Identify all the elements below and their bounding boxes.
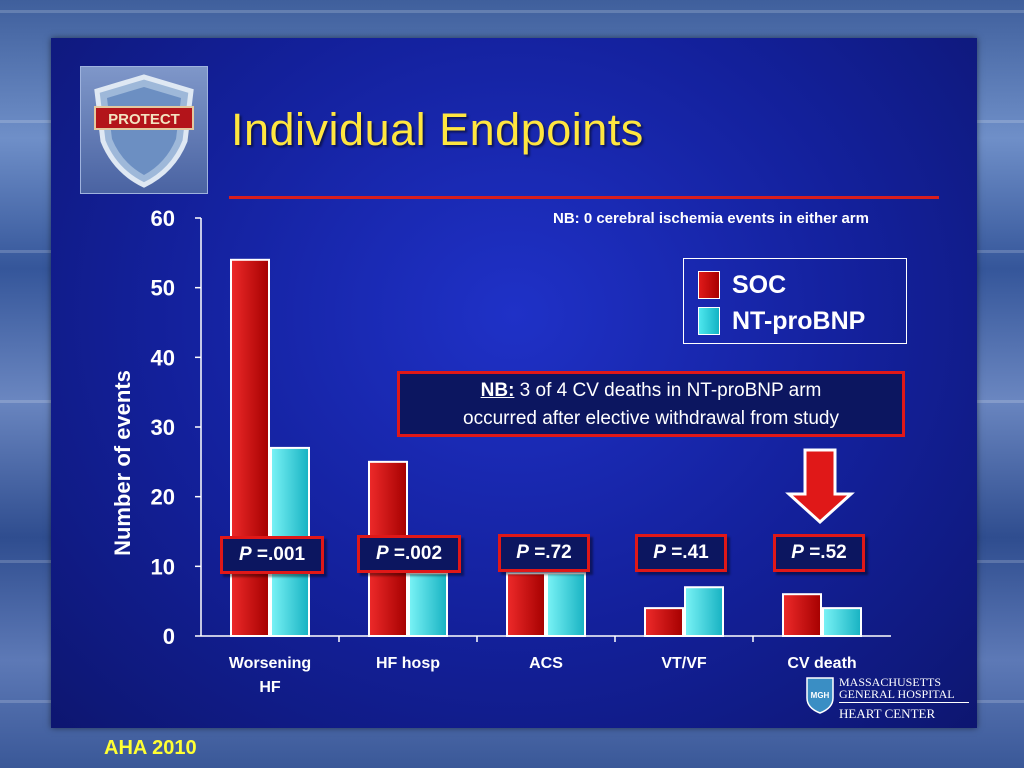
legend-item-ntprobnp: NT-proBNP [698,305,865,337]
chart-legend: SOC NT-proBNP [683,258,907,344]
x-tick-label: VT/VF [661,655,707,672]
protect-logo: PROTECT [80,66,208,194]
x-tick-label: Worsening [229,655,311,672]
bar-soc-vt-vf [644,607,684,638]
bar-soc-worsening-hf [230,258,270,638]
y-tick-label: 40 [151,345,175,370]
bar-nt-probnp-vt-vf [684,586,724,638]
x-tick-label: ACS [529,655,563,672]
bar-nt-probnp-hf-hosp [408,572,448,637]
x-tick-label: HF [259,679,281,696]
bar-soc-acs [506,572,546,637]
y-tick-label: 60 [151,206,175,231]
mgh-logo: MGH MASSACHUSETTS GENERAL HOSPITAL HEART… [805,674,971,726]
x-tick-label: HF hosp [376,655,440,672]
y-tick-label: 10 [151,554,175,579]
logo-text: PROTECT [108,111,180,128]
y-tick-label: 20 [151,485,175,510]
mgh-line1: MASSACHUSETTS [839,675,942,689]
title-divider [229,196,939,199]
legend-label-soc: SOC [732,270,787,299]
note-top: NB: 0 cerebral ischemia events in either… [553,210,869,227]
y-tick-label: 30 [151,415,175,440]
y-tick-label: 50 [151,276,175,301]
bar-nt-probnp-acs [546,572,586,637]
nb-annotation: NB: 3 of 4 CV deaths in NT-proBNP arm oc… [397,371,905,437]
mgh-shield-icon: MGH [806,677,834,714]
nb-head: NB: [480,380,515,401]
mgh-badge-text: MGH [811,691,830,700]
p-value-cv-death: P =.52 [773,534,865,572]
p-value-acs: P =.72 [498,534,590,572]
down-arrow-icon [785,448,855,524]
y-tick-label: 0 [163,624,175,649]
x-tick-label: CV death [787,655,856,672]
slide-panel: PROTECT Individual Endpoints NB: 0 cereb… [51,38,977,728]
legend-swatch-ntprobnp [698,307,720,335]
mgh-line3: HEART CENTER [839,706,936,721]
bar-soc-cv-death [782,593,822,638]
page-title: Individual Endpoints [231,104,644,155]
legend-swatch-soc [698,271,720,299]
shield-icon: PROTECT [94,74,194,188]
nb-line1: 3 of 4 CV deaths in NT-proBNP arm [514,380,822,401]
mgh-line2: GENERAL HOSPITAL [839,687,955,701]
p-value-vtvf: P =.41 [635,534,727,572]
nb-line2: occurred after elective withdrawal from … [463,408,839,429]
p-value-worsening-hf: P =.001 [220,536,324,574]
p-value-hf-hosp: P =.002 [357,535,461,573]
legend-label-ntprobnp: NT-proBNP [732,306,866,335]
footer-conference: AHA 2010 [104,737,197,759]
legend-item-soc: SOC [698,269,786,301]
bar-nt-probnp-cv-death [822,607,862,638]
